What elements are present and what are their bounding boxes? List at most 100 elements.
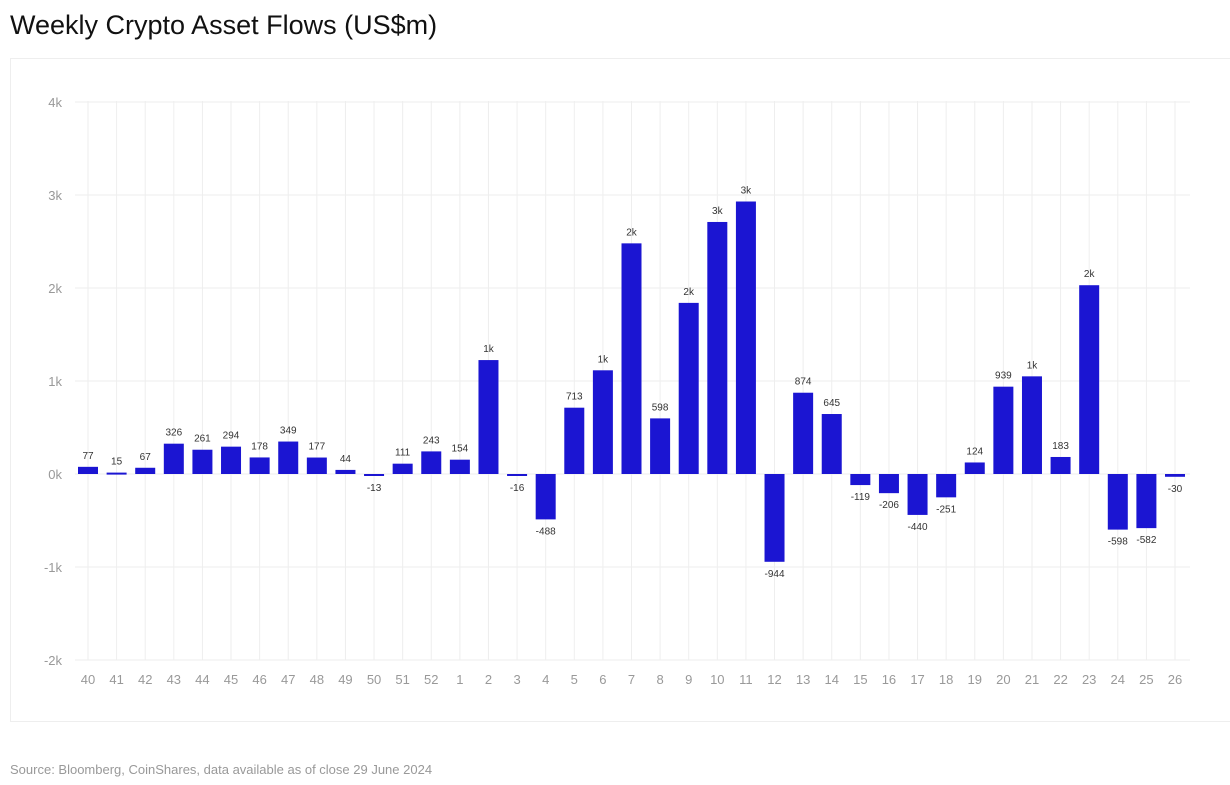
data-label: 2k bbox=[1084, 269, 1096, 280]
chart-title: Weekly Crypto Asset Flows (US$m) bbox=[10, 10, 438, 40]
x-tick-label: 44 bbox=[195, 672, 209, 687]
bar bbox=[878, 474, 899, 494]
data-label: -251 bbox=[936, 504, 956, 515]
data-label: 67 bbox=[140, 452, 152, 463]
data-label: -16 bbox=[510, 483, 525, 494]
x-tick-label: 9 bbox=[685, 672, 692, 687]
x-tick-label: 22 bbox=[1053, 672, 1067, 687]
data-label: -944 bbox=[765, 569, 785, 580]
x-tick-label: 17 bbox=[910, 672, 924, 687]
bar bbox=[793, 392, 814, 474]
y-tick-label: 2k bbox=[48, 281, 62, 296]
bar bbox=[564, 407, 585, 474]
data-label: -582 bbox=[1136, 535, 1156, 546]
x-tick-label: 1 bbox=[456, 672, 463, 687]
data-label: -598 bbox=[1108, 537, 1128, 548]
data-label: 2k bbox=[626, 227, 638, 238]
data-label: -30 bbox=[1168, 484, 1183, 495]
bar bbox=[764, 474, 785, 562]
bar bbox=[507, 474, 528, 476]
x-tick-label: 51 bbox=[395, 672, 409, 687]
x-tick-label: 10 bbox=[710, 672, 724, 687]
bar bbox=[1079, 285, 1100, 474]
bar bbox=[249, 457, 270, 474]
x-tick-label: 49 bbox=[338, 672, 352, 687]
bar bbox=[621, 243, 642, 474]
bar bbox=[449, 459, 470, 474]
bar bbox=[1050, 456, 1071, 474]
bar bbox=[1136, 474, 1157, 529]
bar bbox=[278, 441, 299, 474]
x-tick-label: 26 bbox=[1168, 672, 1182, 687]
x-tick-label: 43 bbox=[167, 672, 181, 687]
data-label: 44 bbox=[340, 454, 352, 465]
x-tick-label: 50 bbox=[367, 672, 381, 687]
bar bbox=[936, 474, 957, 498]
bar bbox=[535, 474, 556, 520]
bar bbox=[1165, 474, 1185, 477]
x-tick-label: 18 bbox=[939, 672, 953, 687]
data-label: 645 bbox=[823, 398, 840, 409]
x-tick-label: 4 bbox=[542, 672, 549, 687]
bar bbox=[364, 474, 385, 476]
x-tick-label: 12 bbox=[767, 672, 781, 687]
x-tick-label: 2 bbox=[485, 672, 492, 687]
x-tick-label: 5 bbox=[571, 672, 578, 687]
y-tick-label: -2k bbox=[44, 653, 63, 668]
bar bbox=[907, 474, 928, 515]
bar bbox=[1107, 474, 1128, 530]
bar bbox=[707, 221, 728, 474]
data-label: 124 bbox=[966, 446, 983, 457]
data-label: 326 bbox=[165, 428, 182, 439]
data-label: 1k bbox=[598, 354, 610, 365]
bar bbox=[421, 451, 442, 474]
x-tick-label: 40 bbox=[81, 672, 95, 687]
y-tick-label: 3k bbox=[48, 188, 62, 203]
x-tick-label: 15 bbox=[853, 672, 867, 687]
x-tick-label: 42 bbox=[138, 672, 152, 687]
bar bbox=[135, 467, 156, 474]
data-label: 77 bbox=[82, 451, 94, 462]
data-label: 243 bbox=[423, 435, 440, 446]
bar bbox=[335, 469, 356, 474]
data-label: -488 bbox=[536, 526, 556, 537]
bar bbox=[850, 474, 871, 486]
y-tick-label: 1k bbox=[48, 374, 62, 389]
x-tick-label: 21 bbox=[1025, 672, 1039, 687]
y-tick-label: 0k bbox=[48, 467, 62, 482]
x-tick-label: 19 bbox=[968, 672, 982, 687]
x-tick-label: 14 bbox=[825, 672, 839, 687]
data-label: 1k bbox=[1027, 360, 1039, 371]
x-tick-label: 25 bbox=[1139, 672, 1153, 687]
bar bbox=[678, 302, 699, 474]
chart-frame bbox=[10, 58, 1230, 722]
data-label: -119 bbox=[851, 492, 871, 503]
data-label: 111 bbox=[395, 448, 411, 459]
bar bbox=[192, 449, 213, 474]
bar bbox=[78, 466, 98, 474]
x-tick-label: 48 bbox=[310, 672, 324, 687]
x-tick-label: 23 bbox=[1082, 672, 1096, 687]
x-tick-label: 6 bbox=[599, 672, 606, 687]
x-tick-label: 24 bbox=[1111, 672, 1125, 687]
x-tick-label: 3 bbox=[513, 672, 520, 687]
data-label: -206 bbox=[879, 500, 899, 511]
x-tick-label: 46 bbox=[252, 672, 266, 687]
data-label: 713 bbox=[566, 392, 583, 403]
bar bbox=[306, 457, 327, 474]
x-tick-label: 47 bbox=[281, 672, 295, 687]
data-label: 598 bbox=[652, 402, 669, 413]
data-label: 177 bbox=[308, 442, 325, 453]
data-label: -13 bbox=[367, 483, 382, 494]
bar bbox=[592, 370, 613, 474]
x-tick-label: 45 bbox=[224, 672, 238, 687]
bar bbox=[735, 201, 756, 474]
data-label: 349 bbox=[280, 426, 297, 437]
bar bbox=[392, 463, 413, 474]
y-tick-label: 4k bbox=[48, 95, 62, 110]
data-label: 294 bbox=[223, 431, 240, 442]
bar bbox=[650, 418, 671, 474]
data-label: 874 bbox=[795, 377, 812, 388]
data-label: 261 bbox=[194, 434, 211, 445]
